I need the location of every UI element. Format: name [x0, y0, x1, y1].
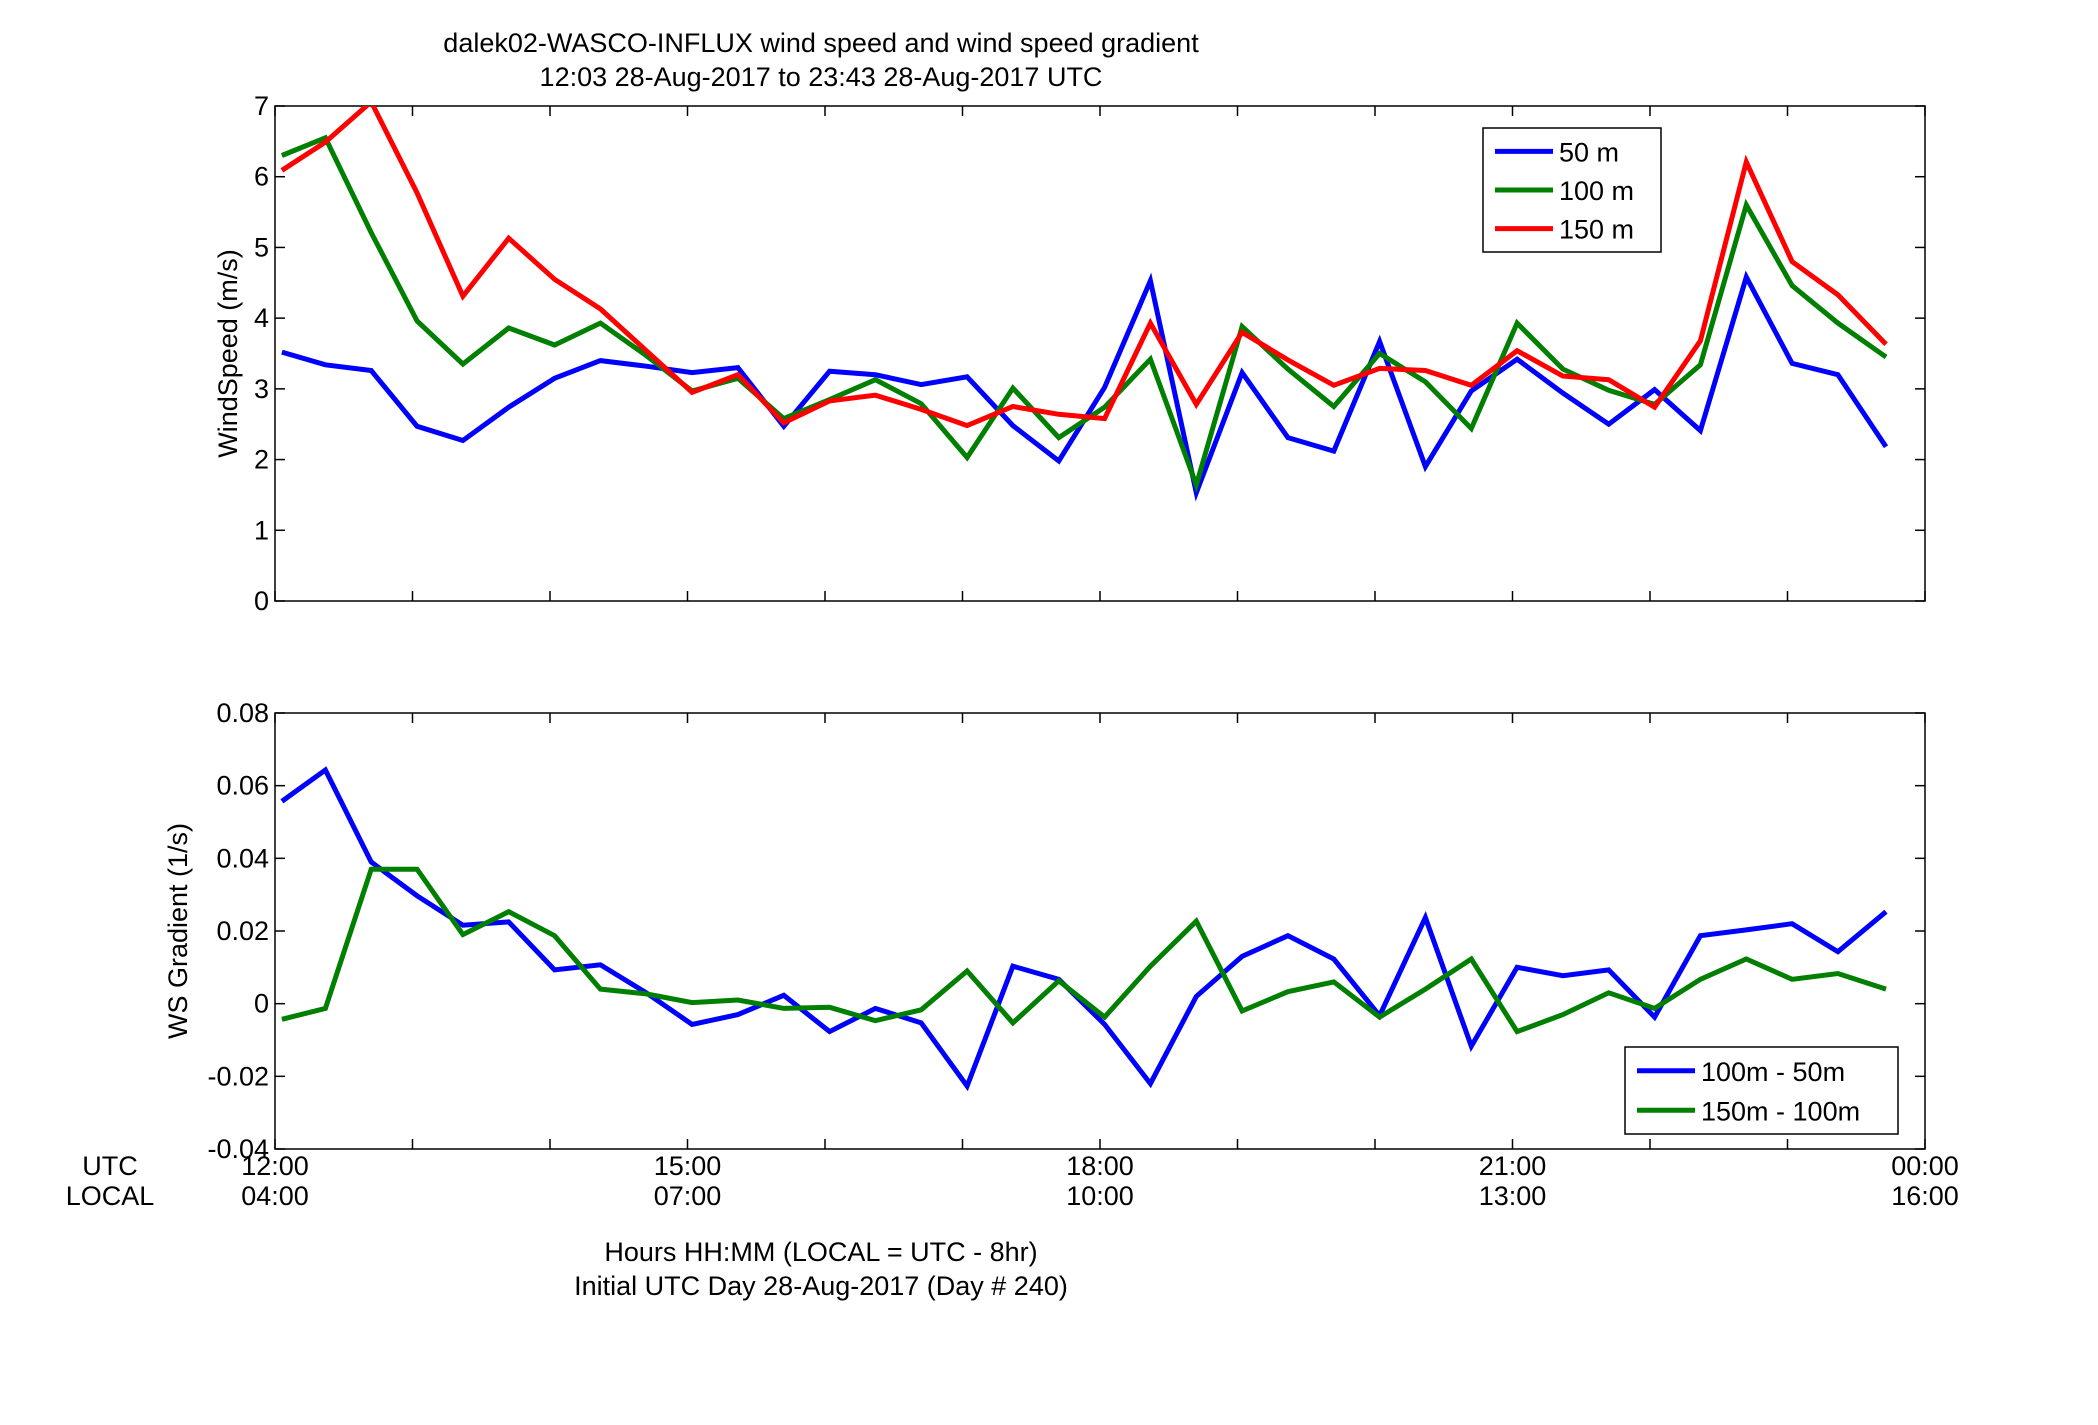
legend: 50 m 100 m 150 m	[1482, 127, 1662, 253]
series-line-150-m	[280, 106, 1888, 429]
x-tick-label-local: 07:00	[654, 1181, 722, 1211]
local-row-label: LOCAL	[66, 1181, 155, 1211]
x-axis-label: Hours HH:MM (LOCAL = UTC - 8hr)	[604, 1237, 1037, 1267]
y-tick-label: 0.04	[216, 843, 269, 873]
plot-frame	[274, 105, 1926, 602]
series-line-100m-50m	[280, 766, 1888, 1092]
y-axis-label: WS Gradient (1/s)	[163, 823, 193, 1039]
x-tick-label-utc: 00:00	[1891, 1151, 1959, 1181]
y-tick-label: 5	[254, 232, 269, 262]
x-tick-label-utc: 12:00	[241, 1151, 309, 1181]
y-tick-label: 0	[254, 989, 269, 1019]
series-line-150m-100m	[281, 866, 1887, 1035]
x-tick-label-local: 04:00	[241, 1181, 309, 1211]
legend-entry: 100 m	[1559, 176, 1634, 206]
chart-title: dalek02-WASCO-INFLUX wind speed and wind…	[443, 28, 1199, 58]
x-tick-label-utc: 21:00	[1479, 1151, 1547, 1181]
series-line-50-m	[281, 270, 1889, 502]
legend-entry: 100m - 50m	[1701, 1057, 1845, 1087]
x-tick-label-utc: 18:00	[1066, 1151, 1134, 1181]
x-tick-label-local: 16:00	[1891, 1181, 1959, 1211]
y-tick-label: 6	[254, 162, 269, 192]
y-tick-label: 3	[254, 374, 269, 404]
y-tick-label: 0.08	[216, 698, 269, 728]
series-line-100-m	[280, 134, 1888, 494]
y-tick-label: 0	[254, 586, 269, 616]
y-tick-label: 4	[254, 303, 269, 333]
y-tick-label: 0.02	[216, 916, 269, 946]
y-tick-label: -0.02	[207, 1061, 269, 1091]
x-tick-label-utc: 15:00	[654, 1151, 722, 1181]
legend-box	[1624, 1046, 1899, 1135]
windspeed-panel: 0 1 2 3 4 5 6 7 WindSpeed (m/s) 50 m 100 m 150 m	[213, 91, 1926, 616]
y-tick-label: 2	[254, 445, 269, 475]
x-axis-sublabel: Initial UTC Day 28-Aug-2017 (Day # 240)	[574, 1271, 1068, 1301]
x-tick-label-local: 13:00	[1479, 1181, 1547, 1211]
legend-entry: 150m - 100m	[1701, 1096, 1860, 1126]
utc-row-label: UTC	[82, 1151, 138, 1181]
x-tick-label-local: 10:00	[1066, 1181, 1134, 1211]
legend-entry: 50 m	[1559, 137, 1619, 167]
y-tick-label: -0.04	[207, 1134, 269, 1164]
y-tick-label: 7	[254, 91, 269, 121]
chart-subtitle: 12:03 28-Aug-2017 to 23:43 28-Aug-2017 U…	[540, 62, 1103, 92]
y-tick-label: 0.06	[216, 771, 269, 801]
legend-entry: 150 m	[1559, 215, 1634, 245]
legend: 100m - 50m 150m - 100m	[1624, 1046, 1899, 1135]
gradient-panel: -0.04 -0.02 0 0.02 0.04 0.06 0.08 WS Gradient (…	[163, 698, 1926, 1164]
y-tick-label: 1	[254, 515, 269, 545]
y-axis-label: WindSpeed (m/s)	[213, 249, 243, 458]
